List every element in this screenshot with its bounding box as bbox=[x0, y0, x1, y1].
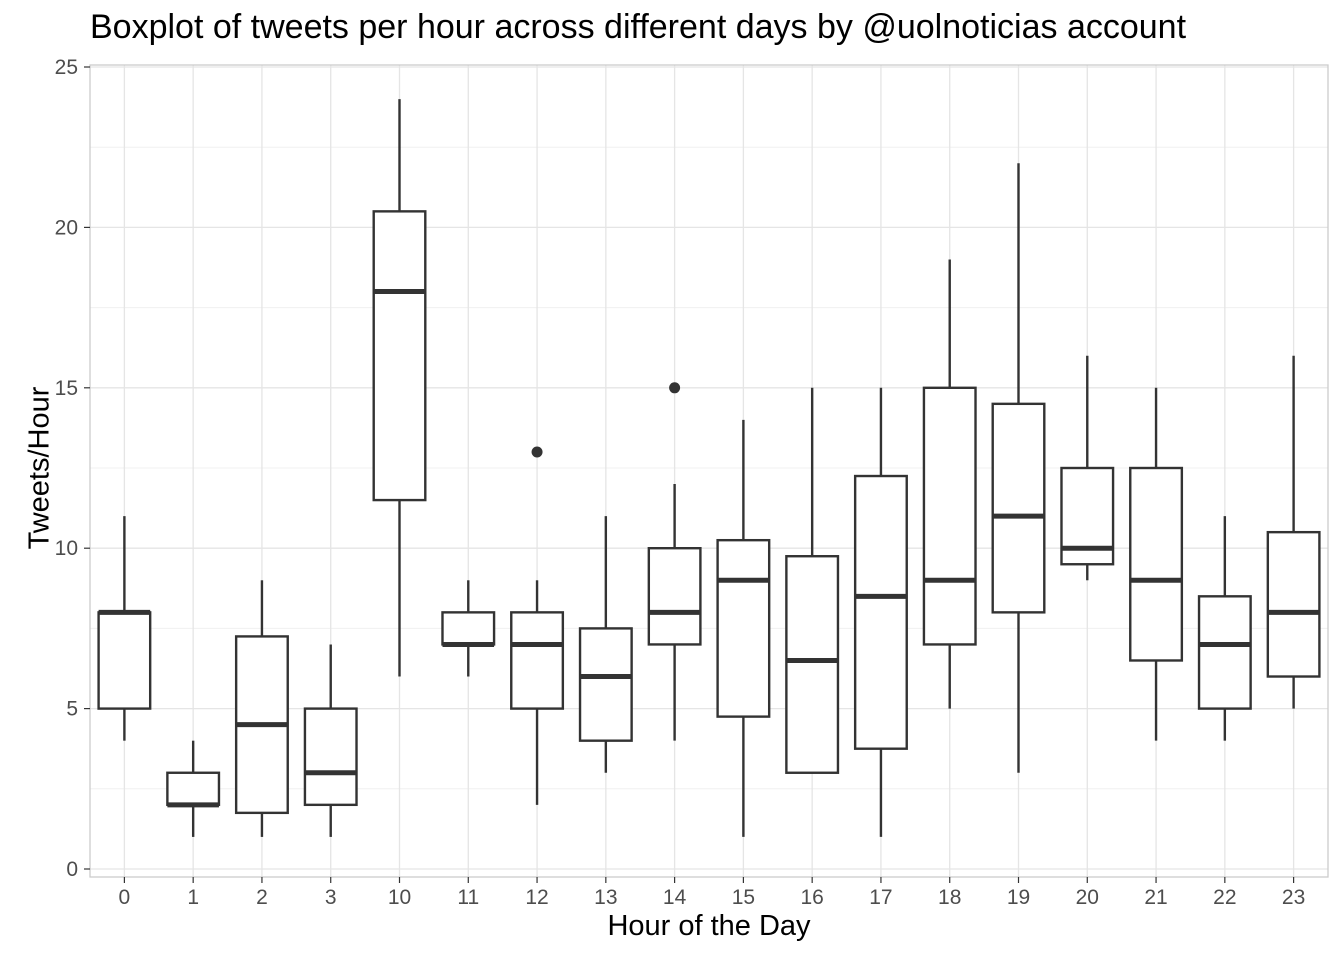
box-hour-0 bbox=[97, 516, 152, 741]
y-tick-label: 25 bbox=[55, 56, 78, 79]
box-hour-15 bbox=[716, 419, 771, 837]
x-tick-label: 23 bbox=[1282, 886, 1305, 909]
box-iqr bbox=[991, 402, 1046, 614]
x-tick-label: 22 bbox=[1213, 886, 1236, 909]
x-tick-label: 19 bbox=[1007, 886, 1030, 909]
x-tick-label: 14 bbox=[663, 886, 687, 909]
box-iqr bbox=[922, 386, 977, 646]
box-hour-17 bbox=[853, 387, 908, 837]
box-iqr bbox=[853, 474, 908, 750]
x-tick-label: 12 bbox=[525, 886, 548, 909]
box-hour-23 bbox=[1266, 355, 1321, 709]
chart-title: Boxplot of tweets per hour across differ… bbox=[90, 8, 1187, 46]
box-iqr bbox=[372, 210, 427, 502]
x-tick-label: 16 bbox=[800, 886, 823, 909]
box-iqr bbox=[166, 771, 221, 807]
box-iqr bbox=[1197, 595, 1252, 710]
box-iqr bbox=[1266, 530, 1321, 678]
box-layer bbox=[97, 99, 1321, 837]
x-axis-label: Hour of the Day bbox=[607, 910, 811, 942]
box-hour-1 bbox=[166, 740, 221, 837]
outlier-point bbox=[531, 446, 543, 458]
box-iqr bbox=[510, 611, 565, 710]
x-tick-label: 0 bbox=[119, 886, 131, 909]
box-hour-20 bbox=[1060, 355, 1115, 581]
panel-border bbox=[89, 64, 1329, 878]
box-iqr bbox=[716, 538, 771, 718]
box-hour-11 bbox=[441, 580, 496, 677]
box-hour-10 bbox=[372, 99, 427, 677]
x-tick-label: 15 bbox=[732, 886, 755, 909]
x-tick-label: 1 bbox=[187, 886, 199, 909]
box-iqr bbox=[785, 555, 840, 774]
box-iqr bbox=[1129, 466, 1184, 662]
box-hour-2 bbox=[234, 580, 289, 837]
box-hour-3 bbox=[303, 644, 358, 837]
x-tick-label: 13 bbox=[594, 886, 617, 909]
x-tick-label: 2 bbox=[256, 886, 268, 909]
y-tick-label: 0 bbox=[66, 858, 78, 881]
box-hour-21 bbox=[1129, 387, 1184, 741]
box-hour-13 bbox=[578, 516, 633, 773]
box-iqr bbox=[578, 627, 633, 742]
box-hour-18 bbox=[922, 259, 977, 709]
box-iqr bbox=[441, 611, 496, 646]
y-tick-label: 15 bbox=[55, 377, 78, 400]
box-hour-14 bbox=[647, 382, 702, 741]
box-hour-12 bbox=[510, 446, 565, 805]
box-iqr bbox=[97, 611, 152, 710]
x-tick-label: 10 bbox=[388, 886, 411, 909]
y-tick-label: 5 bbox=[66, 698, 78, 721]
x-tick-label: 20 bbox=[1076, 886, 1099, 909]
panel-border-layer bbox=[89, 64, 1329, 878]
box-hour-22 bbox=[1197, 516, 1252, 741]
x-tick-label: 18 bbox=[938, 886, 961, 909]
box-iqr bbox=[303, 707, 358, 807]
box-hour-16 bbox=[785, 387, 840, 774]
x-tick-label: 3 bbox=[325, 886, 337, 909]
x-tick-label: 21 bbox=[1144, 886, 1167, 909]
box-iqr bbox=[647, 547, 702, 646]
y-tick-label: 10 bbox=[55, 537, 78, 560]
outlier-point bbox=[669, 382, 681, 394]
box-hour-19 bbox=[991, 163, 1046, 773]
x-tick-label: 11 bbox=[457, 886, 479, 909]
x-tick-label: 17 bbox=[869, 886, 892, 909]
y-tick-label: 20 bbox=[55, 216, 78, 239]
